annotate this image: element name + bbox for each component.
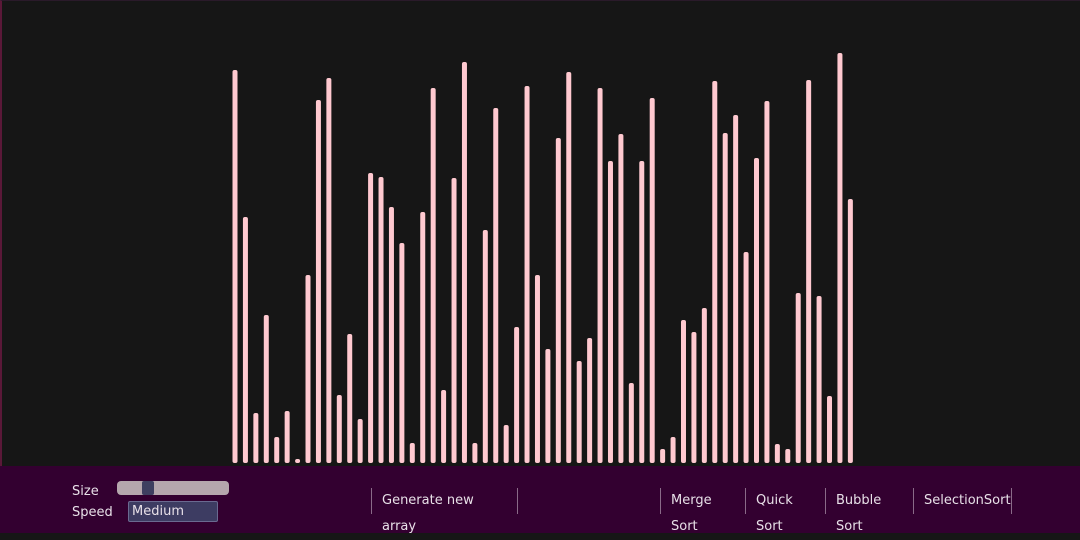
array-bar xyxy=(649,98,655,463)
array-bar xyxy=(482,230,488,463)
array-bar xyxy=(607,161,613,463)
sort-button[interactable]: SelectionSort xyxy=(913,488,1012,514)
array-bar xyxy=(827,396,833,463)
array-bar xyxy=(733,115,739,463)
array-bar xyxy=(378,177,384,463)
array-bar xyxy=(388,207,394,463)
array-bar xyxy=(295,459,301,463)
array-bar xyxy=(722,133,728,463)
array-bar xyxy=(639,161,645,463)
array-bar xyxy=(545,349,551,463)
array-bar xyxy=(420,212,426,463)
array-bar xyxy=(357,419,363,463)
array-bar xyxy=(576,361,582,463)
array-bar xyxy=(837,53,843,463)
array-bar xyxy=(253,413,259,463)
array-bar xyxy=(472,443,478,463)
size-label: Size xyxy=(72,484,99,499)
array-bar xyxy=(806,80,812,463)
sort-button[interactable]: Bubble Sort xyxy=(825,488,914,534)
array-bar xyxy=(441,390,447,463)
array-bar xyxy=(524,86,530,463)
bar-area xyxy=(232,53,853,463)
size-slider[interactable] xyxy=(117,481,229,495)
slider-thumb[interactable] xyxy=(142,481,154,495)
array-bar xyxy=(764,101,770,463)
array-bar xyxy=(503,425,509,463)
navbar: Size Speed Medium Generate new array Mer… xyxy=(0,466,1080,534)
array-bar xyxy=(399,243,405,463)
array-bar xyxy=(461,62,467,463)
array-bar xyxy=(712,81,718,463)
array-bar xyxy=(691,332,697,463)
array-bar xyxy=(326,78,332,463)
array-bar xyxy=(409,443,415,463)
speed-select[interactable]: Medium xyxy=(128,501,218,522)
speed-label: Speed xyxy=(72,505,113,520)
array-bar xyxy=(597,88,603,463)
array-bar xyxy=(493,108,499,463)
array-bar xyxy=(305,275,311,463)
array-bar xyxy=(774,444,780,463)
array-bar xyxy=(587,338,593,463)
array-bar xyxy=(754,158,759,463)
array-bar xyxy=(451,178,457,463)
array-bar xyxy=(555,138,561,463)
array-bar xyxy=(680,320,686,463)
array-bar xyxy=(566,72,572,463)
array-bar xyxy=(847,199,853,463)
array-bar xyxy=(534,275,540,463)
array-bar xyxy=(660,449,666,463)
sort-button[interactable]: Merge Sort xyxy=(660,488,746,534)
array-bar xyxy=(795,293,801,463)
array-bar xyxy=(336,395,342,463)
array-bar xyxy=(628,383,634,463)
array-bar xyxy=(315,100,321,463)
array-bar xyxy=(430,88,436,463)
array-bar xyxy=(368,173,374,463)
array-bar xyxy=(232,70,238,463)
array-bar xyxy=(274,437,280,463)
sort-button[interactable]: Quick Sort xyxy=(745,488,826,534)
array-bar xyxy=(670,437,676,463)
array-bar xyxy=(242,217,248,463)
array-bar xyxy=(743,252,749,463)
generate-button[interactable]: Generate new array xyxy=(371,488,518,534)
array-bar xyxy=(347,334,353,463)
array-bar xyxy=(284,411,290,463)
array-bar xyxy=(618,134,624,463)
array-bar xyxy=(701,308,707,463)
array-bar xyxy=(785,449,791,463)
visualizer xyxy=(0,0,1080,466)
array-bar xyxy=(514,327,520,463)
array-bar xyxy=(816,296,822,463)
array-bar xyxy=(263,315,269,463)
